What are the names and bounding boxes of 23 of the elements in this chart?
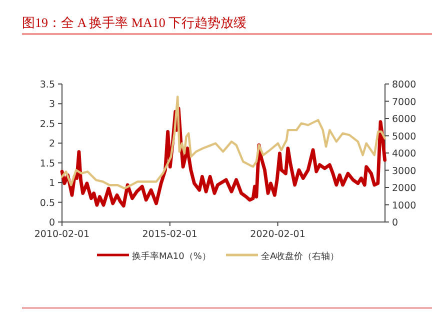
y-tick-label: 1 bbox=[48, 178, 55, 190]
y2-tick-label: 3000 bbox=[392, 166, 416, 177]
y-tick-label: 3.5 bbox=[40, 80, 55, 90]
y-tick-label: 0 bbox=[48, 218, 55, 228]
y2-tick-label: 8000 bbox=[392, 80, 416, 90]
y2-tick-label: 7000 bbox=[392, 96, 416, 108]
y-tick-label: 2 bbox=[48, 138, 55, 150]
y-tick-label: 0.5 bbox=[40, 198, 55, 209]
legend-label: 换手率MA10（%） bbox=[132, 251, 211, 262]
y2-tick-label: 2000 bbox=[392, 183, 416, 194]
legend-label: 全A收盘价（右轴） bbox=[261, 251, 340, 262]
x-tick-label: 2015-02-01 bbox=[142, 229, 198, 240]
y2-tick-label: 4000 bbox=[392, 148, 416, 160]
y2-tick-label: 0 bbox=[392, 218, 398, 228]
y2-tick-label: 5000 bbox=[392, 131, 416, 142]
y2-tick-label: 1000 bbox=[392, 200, 416, 212]
x-tick-label: 2020-02-01 bbox=[250, 229, 306, 240]
y2-tick-label: 6000 bbox=[392, 114, 416, 125]
y-tick-label: 1.5 bbox=[40, 158, 55, 170]
x-tick-label: 2010-02-01 bbox=[34, 229, 90, 240]
y-tick-label: 3 bbox=[48, 99, 55, 110]
chart-title: 图19：全 A 换手率 MA10 下行趋势放缓 bbox=[22, 15, 247, 30]
y-tick-label: 2.5 bbox=[40, 118, 55, 130]
